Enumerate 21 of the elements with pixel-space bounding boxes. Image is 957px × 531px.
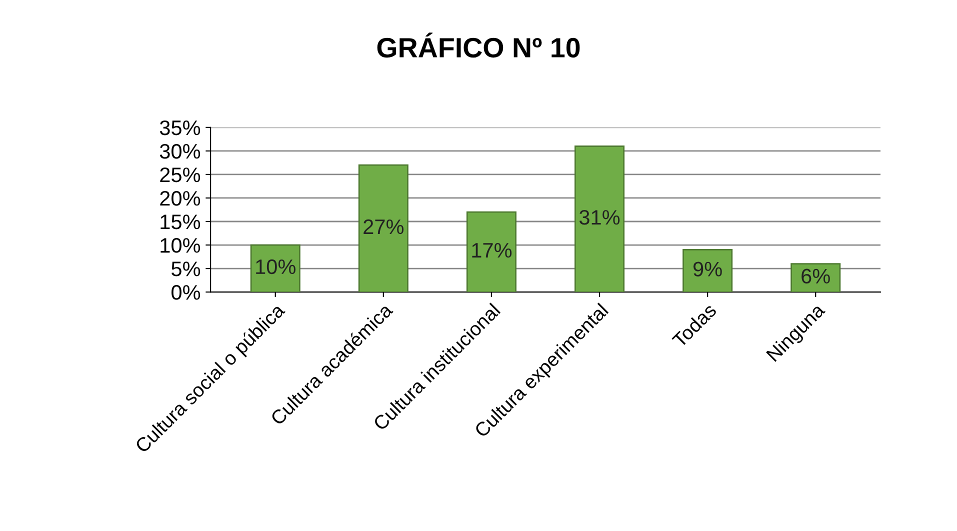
data-label: 17%: [472, 243, 512, 258]
bar: [250, 244, 300, 292]
data-label: 6%: [802, 268, 830, 284]
bar: [790, 263, 841, 292]
y-tick-label: 35%: [160, 120, 200, 136]
y-tick-label: 0%: [172, 285, 200, 300]
data-label: 10%: [256, 259, 296, 274]
data-label: 9%: [693, 262, 722, 276]
data-label: 31%: [579, 210, 620, 225]
y-tick-label: 15%: [160, 214, 200, 230]
y-tick-label: 20%: [160, 190, 200, 206]
bar: [466, 211, 516, 292]
bar: [682, 249, 733, 292]
data-label: 27%: [364, 219, 404, 234]
y-tick-label: 10%: [160, 238, 200, 253]
y-tick-label: 30%: [160, 144, 200, 159]
y-tick-label: 25%: [160, 167, 200, 182]
y-tick-label: 5%: [172, 262, 200, 276]
bar: [574, 146, 625, 292]
chart-title: GRÁFICO Nº 10: [377, 32, 580, 58]
bar: [358, 164, 408, 292]
